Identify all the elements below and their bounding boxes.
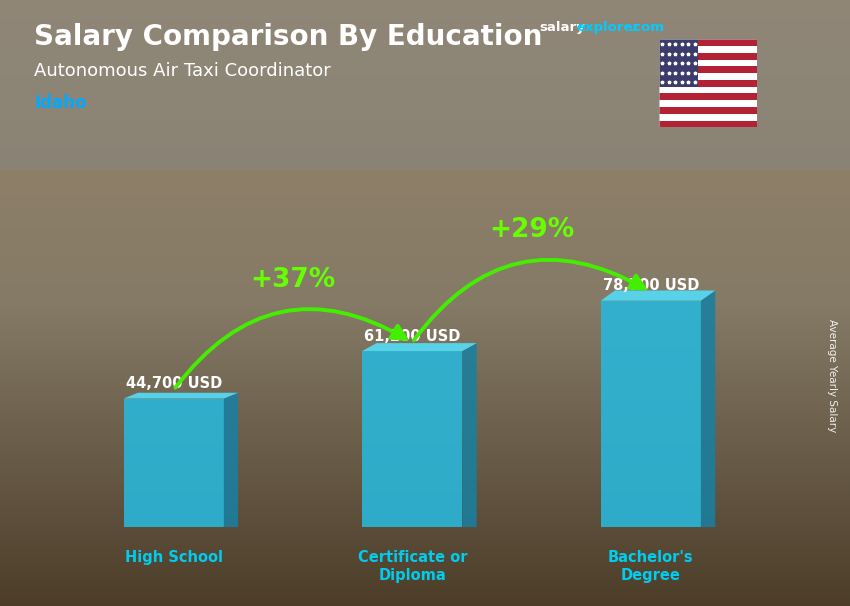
Bar — [659, 59, 756, 67]
Text: Autonomous Air Taxi Coordinator: Autonomous Air Taxi Coordinator — [34, 62, 331, 80]
Bar — [659, 121, 756, 127]
Polygon shape — [601, 290, 715, 301]
Text: Average Yearly Salary: Average Yearly Salary — [827, 319, 837, 432]
Text: Salary Comparison By Education: Salary Comparison By Education — [34, 23, 542, 51]
Bar — [659, 46, 756, 53]
Text: 78,700 USD: 78,700 USD — [603, 279, 699, 293]
Text: Bachelor's
Degree: Bachelor's Degree — [608, 550, 694, 582]
Polygon shape — [123, 393, 238, 399]
Text: Certificate or
Diploma: Certificate or Diploma — [358, 550, 467, 582]
Bar — [659, 93, 756, 100]
Bar — [659, 39, 756, 46]
Polygon shape — [601, 301, 701, 527]
Bar — [659, 53, 756, 59]
Text: +29%: +29% — [489, 217, 574, 243]
Text: .com: .com — [629, 21, 665, 34]
Polygon shape — [362, 343, 477, 351]
Bar — [659, 114, 756, 121]
Polygon shape — [362, 351, 462, 527]
Bar — [659, 107, 756, 114]
Text: High School: High School — [125, 550, 223, 565]
Bar — [659, 87, 756, 93]
Polygon shape — [462, 343, 477, 527]
Polygon shape — [224, 393, 238, 527]
Bar — [659, 39, 698, 87]
Text: salary: salary — [540, 21, 586, 34]
Bar — [659, 80, 756, 87]
Bar — [0, 0, 850, 170]
Text: +37%: +37% — [251, 267, 336, 293]
Text: Idaho: Idaho — [34, 94, 87, 112]
Bar — [659, 67, 756, 73]
Text: explorer: explorer — [576, 21, 639, 34]
Text: 44,700 USD: 44,700 USD — [126, 376, 222, 391]
Polygon shape — [123, 399, 224, 527]
Bar — [659, 73, 756, 80]
Polygon shape — [701, 290, 715, 527]
Text: 61,200 USD: 61,200 USD — [364, 329, 461, 344]
Bar — [659, 100, 756, 107]
